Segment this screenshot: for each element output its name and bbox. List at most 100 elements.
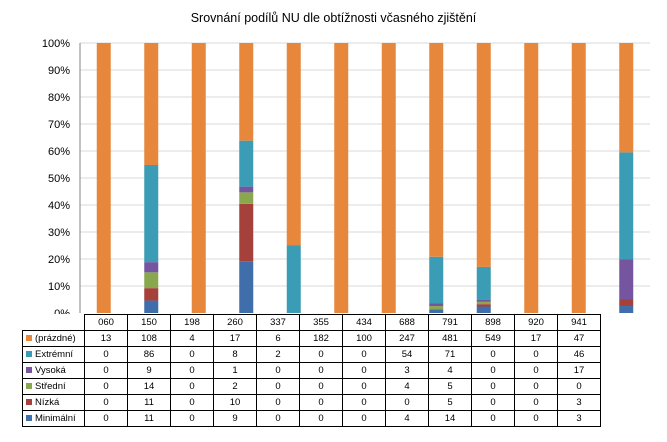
data-label: 9 bbox=[213, 410, 257, 427]
bar-segment bbox=[476, 306, 491, 313]
data-label: 2 bbox=[213, 378, 257, 395]
data-label: 0 bbox=[385, 394, 429, 411]
bar-segment bbox=[476, 266, 491, 300]
data-label: 0 bbox=[84, 346, 128, 363]
legend-label: Extrémní bbox=[35, 349, 74, 360]
bar-segment bbox=[144, 262, 159, 273]
table-row: Vysoká 0 9 0 1 0 0 0 3 4 0 0 17 bbox=[22, 362, 601, 379]
data-label: 0 bbox=[170, 378, 214, 395]
data-label: 0 bbox=[514, 410, 558, 427]
bar-segment bbox=[429, 306, 444, 310]
bar-segment bbox=[144, 300, 159, 313]
data-label: 0 bbox=[471, 346, 515, 363]
data-label: 0 bbox=[471, 410, 515, 427]
bar-segment bbox=[144, 43, 159, 166]
data-label: 54 bbox=[385, 346, 429, 363]
legend-swatch bbox=[26, 367, 32, 374]
bar-segment bbox=[524, 43, 539, 313]
table-row: Extrémní 0 86 0 8 2 0 0 54 71 0 0 46 bbox=[22, 346, 601, 363]
data-label: 11 bbox=[127, 410, 171, 427]
bar-segment bbox=[239, 203, 254, 262]
bar-segment bbox=[476, 304, 491, 307]
plot-area: 0% 10% 20% 30% 40% 50% 60% 70% 80% 90% 100% bbox=[42, 38, 650, 314]
data-label: 0 bbox=[256, 362, 300, 379]
legend-entry: Střední bbox=[22, 378, 85, 395]
y-tick-label: 10% bbox=[48, 281, 70, 293]
data-label: 481 bbox=[428, 330, 472, 347]
data-label: 8 bbox=[213, 346, 257, 363]
data-label: 0 bbox=[514, 362, 558, 379]
data-label: 0 bbox=[557, 378, 601, 395]
bar-segment bbox=[239, 261, 254, 313]
data-label: 0 bbox=[256, 410, 300, 427]
data-label: 17 bbox=[557, 362, 601, 379]
data-label: 11 bbox=[127, 394, 171, 411]
data-label: 0 bbox=[170, 410, 214, 427]
data-label: 247 bbox=[385, 330, 429, 347]
data-label: 3 bbox=[385, 362, 429, 379]
bar-segment bbox=[571, 43, 586, 313]
data-label: 0 bbox=[299, 346, 343, 363]
legend-entry: (prázdné) bbox=[22, 330, 85, 347]
data-label: 0 bbox=[299, 362, 343, 379]
y-tick-label: 80% bbox=[48, 92, 70, 104]
data-label: 0 bbox=[170, 394, 214, 411]
legend-swatch bbox=[26, 351, 32, 358]
y-tick-label: 70% bbox=[48, 119, 70, 131]
data-label: 14 bbox=[428, 410, 472, 427]
data-label: 86 bbox=[127, 346, 171, 363]
y-tick-label: 40% bbox=[48, 200, 70, 212]
bar-segment bbox=[191, 43, 206, 313]
data-label: 5 bbox=[428, 394, 472, 411]
y-tick-label: 100% bbox=[42, 38, 70, 50]
bar-segment bbox=[619, 43, 634, 153]
data-label: 0 bbox=[84, 410, 128, 427]
x-tick-label: 198 bbox=[170, 314, 214, 331]
x-tick-label: 941 bbox=[557, 314, 601, 331]
legend-entry: Extrémní bbox=[22, 346, 85, 363]
data-label: 0 bbox=[342, 346, 386, 363]
legend-swatch bbox=[26, 415, 32, 422]
data-label: 71 bbox=[428, 346, 472, 363]
data-label: 0 bbox=[471, 394, 515, 411]
bar-segment bbox=[476, 301, 491, 305]
data-label: 1 bbox=[213, 362, 257, 379]
legend-swatch bbox=[26, 335, 32, 342]
data-label: 0 bbox=[84, 394, 128, 411]
y-tick-label: 50% bbox=[48, 173, 70, 185]
bar-segment bbox=[476, 299, 491, 302]
bar-segment bbox=[429, 303, 444, 307]
bar-segment bbox=[381, 43, 396, 313]
data-label: 0 bbox=[514, 394, 558, 411]
data-label: 0 bbox=[84, 378, 128, 395]
data-label: 0 bbox=[514, 346, 558, 363]
data-label: 0 bbox=[471, 362, 515, 379]
data-label: 0 bbox=[342, 410, 386, 427]
bar-segment bbox=[239, 192, 254, 204]
table-row: Nízká 0 11 0 10 0 0 0 0 5 0 0 3 bbox=[22, 394, 601, 411]
data-label: 47 bbox=[557, 330, 601, 347]
data-label: 108 bbox=[127, 330, 171, 347]
bar-segment bbox=[239, 140, 254, 187]
bar-segment bbox=[239, 43, 254, 141]
data-label: 0 bbox=[256, 394, 300, 411]
data-label: 17 bbox=[514, 330, 558, 347]
x-tick-label: 920 bbox=[514, 314, 558, 331]
x-tick-label: 791 bbox=[428, 314, 472, 331]
x-tick-label: 355 bbox=[299, 314, 343, 331]
data-label: 0 bbox=[84, 362, 128, 379]
data-label: 10 bbox=[213, 394, 257, 411]
data-label: 3 bbox=[557, 410, 601, 427]
data-label: 5 bbox=[428, 378, 472, 395]
x-tick-label: 260 bbox=[213, 314, 257, 331]
bar-segment bbox=[619, 259, 634, 300]
x-tick-label: 150 bbox=[127, 314, 171, 331]
data-label: 6 bbox=[256, 330, 300, 347]
bar-segment bbox=[429, 256, 444, 304]
bar-segment bbox=[239, 186, 254, 193]
data-label: 3 bbox=[557, 394, 601, 411]
bar-segment bbox=[144, 288, 159, 301]
legend-label: Nízká bbox=[35, 397, 60, 408]
bar-segment bbox=[144, 165, 159, 263]
data-label: 4 bbox=[428, 362, 472, 379]
